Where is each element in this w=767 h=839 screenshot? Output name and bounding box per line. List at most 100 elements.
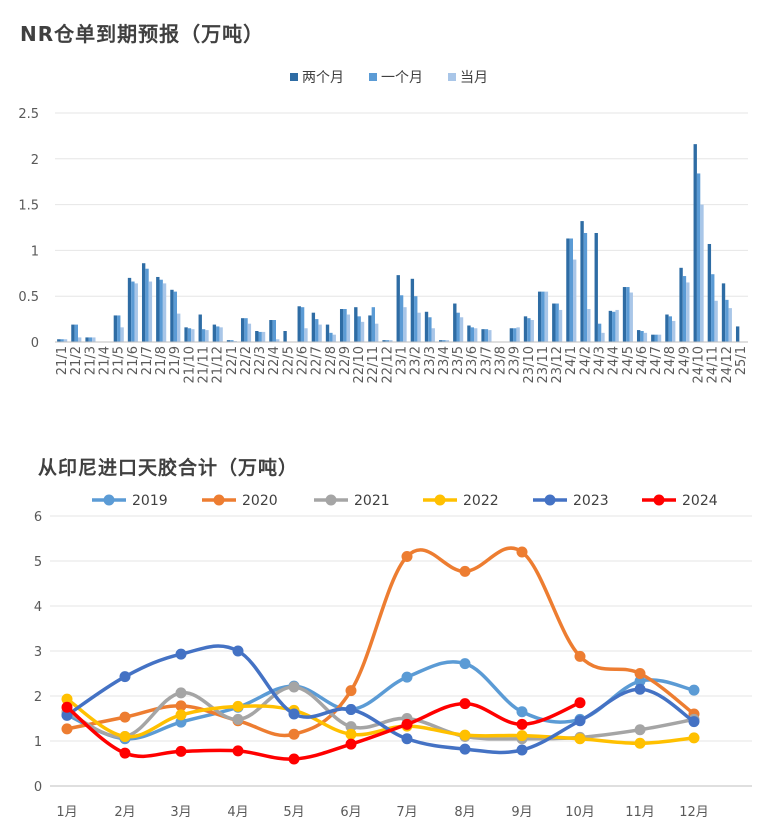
bar-1-46 — [711, 274, 715, 342]
x-tick-label: 24/2 — [578, 346, 593, 375]
point-2020-1 — [119, 711, 131, 723]
bar-1-28 — [456, 312, 460, 342]
y-tick-label: 0 — [34, 780, 42, 795]
x-tick-label: 24/1 — [564, 346, 579, 375]
bar-1-18 — [315, 319, 319, 342]
bar-0-40 — [622, 287, 627, 342]
bar-1-17 — [300, 307, 305, 342]
x-tick-label: 4月 — [227, 805, 248, 820]
bar-1-40 — [626, 287, 630, 342]
x-tick-label: 23/4 — [437, 346, 452, 375]
x-tick-label: 22/6 — [296, 346, 311, 375]
x-tick-label: 22/1 — [225, 346, 240, 375]
bar-0-28 — [453, 303, 457, 342]
bar-0-0 — [57, 339, 61, 342]
legend-swatch-0 — [290, 73, 298, 81]
bar-1-0 — [60, 339, 64, 342]
y-tick-label: 6 — [34, 510, 42, 525]
bar-0-21 — [354, 307, 358, 342]
y-tick-label: 0 — [31, 336, 39, 351]
point-2022-7 — [459, 729, 471, 741]
bar-1-8 — [173, 291, 177, 342]
legend-marker-2021 — [325, 494, 337, 506]
x-tick-label: 23/8 — [494, 346, 509, 375]
x-tick-label: 11月 — [625, 805, 655, 820]
bar-2-18 — [318, 324, 322, 342]
legend-marker-2020 — [213, 494, 225, 506]
point-2021-5 — [345, 721, 357, 733]
bar-0-22 — [368, 315, 372, 342]
point-2024-4 — [288, 753, 300, 765]
bar-0-33 — [523, 316, 528, 342]
bar-2-34 — [544, 291, 549, 342]
legend-marker-2023 — [544, 494, 556, 506]
bar-2-26 — [431, 328, 435, 342]
bar-2-25 — [417, 312, 421, 342]
bar-1-42 — [654, 334, 658, 342]
bar-1-1 — [74, 324, 78, 342]
bar-1-26 — [428, 317, 432, 342]
bar-2-46 — [714, 300, 718, 342]
bar-2-19 — [332, 334, 336, 342]
point-2020-8 — [516, 546, 528, 558]
x-tick-label: 24/12 — [720, 346, 735, 383]
x-tick-label: 23/10 — [522, 346, 537, 383]
point-2019-10 — [634, 675, 646, 687]
bar-1-38 — [597, 323, 602, 342]
point-2024-0 — [61, 701, 73, 713]
bar-2-28 — [459, 317, 464, 342]
point-2020-0 — [61, 723, 73, 735]
bar-2-11 — [219, 327, 223, 342]
bar-0-30 — [481, 329, 485, 342]
bar-0-39 — [608, 310, 613, 342]
y-tick-label: 5 — [34, 555, 42, 570]
bar-1-33 — [527, 318, 531, 342]
bar-2-15 — [275, 339, 280, 342]
bar-0-5 — [127, 277, 132, 342]
legend-label-2022: 2022 — [463, 493, 499, 509]
bar-1-20 — [343, 309, 347, 342]
bar-2-35 — [558, 309, 563, 342]
x-tick-label: 21/12 — [211, 346, 226, 383]
x-tick-label: 21/1 — [55, 346, 70, 375]
x-tick-label: 22/2 — [239, 346, 254, 375]
x-tick-label: 3月 — [170, 805, 191, 820]
point-2021-4 — [288, 681, 300, 693]
x-tick-label: 8月 — [454, 805, 475, 820]
bar-2-39 — [615, 309, 619, 342]
legend-swatch-1 — [369, 73, 377, 81]
x-tick-label: 7月 — [396, 805, 417, 820]
x-tick-label: 24/5 — [621, 346, 636, 375]
x-tick-label: 1月 — [56, 805, 77, 820]
bar-2-6 — [148, 281, 153, 342]
x-tick-label: 24/4 — [607, 346, 622, 375]
x-tick-label: 21/9 — [168, 346, 183, 375]
bar-1-45 — [696, 173, 701, 342]
bar-0-20 — [339, 309, 344, 342]
y-tick-label: 4 — [34, 600, 42, 615]
bar-1-41 — [640, 331, 644, 342]
x-tick-label: 24/3 — [593, 346, 608, 375]
bar-2-30 — [488, 330, 492, 342]
point-2022-8 — [516, 730, 528, 742]
bar-1-13 — [244, 318, 248, 342]
x-tick-label: 24/8 — [663, 346, 678, 375]
legend-label-2020: 2020 — [242, 493, 278, 509]
legend-marker-2022 — [434, 494, 446, 506]
point-2023-5 — [345, 704, 357, 715]
bar-1-37 — [583, 232, 588, 342]
bar-2-47 — [728, 308, 732, 342]
point-2021-2 — [175, 687, 187, 699]
bar-0-27 — [438, 340, 443, 342]
bar-2-40 — [629, 292, 633, 342]
x-tick-label: 22/3 — [253, 346, 268, 375]
bar-2-43 — [671, 320, 676, 342]
bar-1-9 — [187, 328, 192, 342]
bar-2-8 — [176, 313, 181, 342]
series-line-2019 — [65, 660, 696, 741]
bar-1-4 — [117, 315, 121, 342]
bar-0-46 — [707, 243, 712, 342]
point-2021-3 — [232, 713, 244, 725]
bar-0-43 — [665, 314, 669, 342]
